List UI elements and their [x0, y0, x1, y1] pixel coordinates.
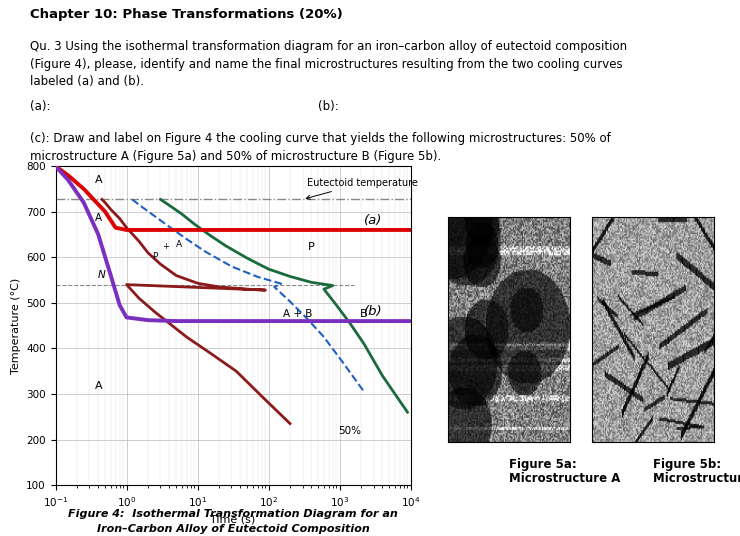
Text: Figure 5a:: Figure 5a:	[509, 458, 576, 471]
Text: A: A	[95, 213, 102, 223]
Text: (b):: (b):	[318, 100, 339, 113]
Text: Figure 4:  Isothermal Transformation Diagram for an: Figure 4: Isothermal Transformation Diag…	[68, 509, 398, 519]
Text: N: N	[98, 270, 106, 280]
Text: Microstructure B: Microstructure B	[653, 472, 740, 485]
Text: 50%: 50%	[338, 426, 362, 436]
Text: (c): Draw and label on Figure 4 the cooling curve that yields the following micr: (c): Draw and label on Figure 4 the cool…	[30, 132, 610, 145]
Text: A: A	[95, 382, 102, 391]
Text: Chapter 10: Phase Transformations (20%): Chapter 10: Phase Transformations (20%)	[30, 8, 343, 21]
Text: P: P	[152, 251, 158, 260]
Text: A: A	[95, 175, 102, 185]
Text: (a):: (a):	[30, 100, 50, 113]
Text: (Figure 4), please, identify and name the final microstructures resulting from t: (Figure 4), please, identify and name th…	[30, 57, 622, 71]
Text: labeled (a) and (b).: labeled (a) and (b).	[30, 75, 144, 88]
Y-axis label: Temperature (°C): Temperature (°C)	[10, 278, 21, 374]
Text: A + B: A + B	[283, 309, 312, 318]
Text: Eutectoid temperature: Eutectoid temperature	[306, 178, 418, 199]
Text: (b): (b)	[364, 305, 383, 318]
Text: Figure 5b:: Figure 5b:	[653, 458, 722, 471]
X-axis label: Time (s): Time (s)	[210, 514, 256, 524]
Text: +: +	[162, 242, 169, 251]
Text: A: A	[176, 240, 182, 249]
Text: Microstructure A: Microstructure A	[509, 472, 620, 485]
Text: B: B	[360, 309, 368, 319]
Text: microstructure A (Figure 5a) and 50% of microstructure B (Figure 5b).: microstructure A (Figure 5a) and 50% of …	[30, 150, 441, 162]
Text: P: P	[308, 242, 314, 252]
Text: Iron–Carbon Alloy of Eutectoid Composition: Iron–Carbon Alloy of Eutectoid Compositi…	[97, 524, 369, 534]
Text: (a): (a)	[364, 214, 383, 227]
Text: Qu. 3 Using the isothermal transformation diagram for an iron–carbon alloy of eu: Qu. 3 Using the isothermal transformatio…	[30, 40, 627, 53]
